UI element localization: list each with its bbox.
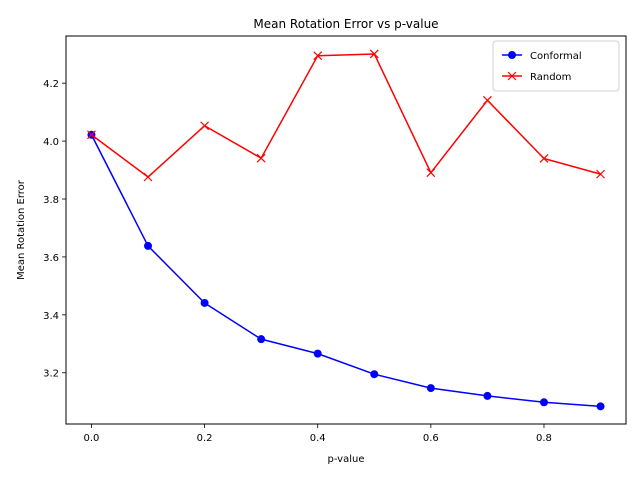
data-point-conformal: [200, 298, 209, 307]
data-point-conformal: [257, 335, 266, 344]
y-axis: 3.2 3.4 3.6 3.8 4.0 4.2: [43, 79, 66, 380]
y-tick-label: 3.6: [43, 253, 59, 264]
data-point-random: [539, 154, 549, 163]
series-line-random: [91, 53, 601, 178]
y-tick-label: 3.2: [43, 369, 59, 380]
data-point-random: [369, 49, 379, 59]
y-tick-label: 4.2: [43, 79, 59, 90]
legend-box: [492, 40, 620, 92]
data-point-random: [256, 153, 266, 163]
y-tick-label: 3.4: [43, 311, 59, 322]
x-tick-label: 0.0: [84, 433, 100, 444]
data-point-random: [143, 172, 153, 182]
series-layer: [87, 49, 605, 411]
plot-frame: [65, 35, 627, 425]
data-point-conformal: [596, 402, 605, 411]
plot-area: [65, 35, 627, 425]
x-axis-label: p-value: [327, 454, 364, 465]
x-tick-label: 0.2: [197, 433, 213, 444]
y-tick-label: 3.8: [43, 195, 59, 206]
data-point-random: [482, 95, 492, 105]
x-tick-label: 0.6: [423, 433, 439, 444]
data-point-conformal: [370, 370, 379, 379]
x-tick-label: 0.4: [310, 433, 326, 444]
x-tick-label: 0.8: [536, 433, 552, 444]
data-point-random: [200, 121, 210, 131]
legend-marker-conformal: [508, 51, 516, 59]
data-point-conformal: [539, 398, 548, 407]
chart-title: Mean Rotation Error vs p-value: [253, 17, 438, 31]
data-point-random: [596, 169, 605, 179]
data-point-conformal: [313, 349, 322, 358]
data-point-random: [426, 168, 436, 178]
data-point-conformal: [144, 241, 153, 250]
y-axis-label: Mean Rotation Error: [16, 179, 27, 280]
data-point-random: [87, 130, 96, 140]
y-tick-label: 4.0: [43, 137, 59, 148]
data-point-random: [313, 51, 323, 61]
series-line-conformal: [90, 134, 601, 408]
data-point-conformal: [426, 384, 435, 393]
legend-marker-random: [507, 71, 517, 81]
data-point-conformal: [483, 391, 492, 400]
x-axis: 0.0 0.2 0.4 0.6 0.8: [84, 424, 552, 444]
legend-label-random: Random: [530, 72, 571, 83]
legend-label-conformal: Conformal: [530, 51, 582, 62]
legend: Conformal Random: [492, 40, 620, 92]
